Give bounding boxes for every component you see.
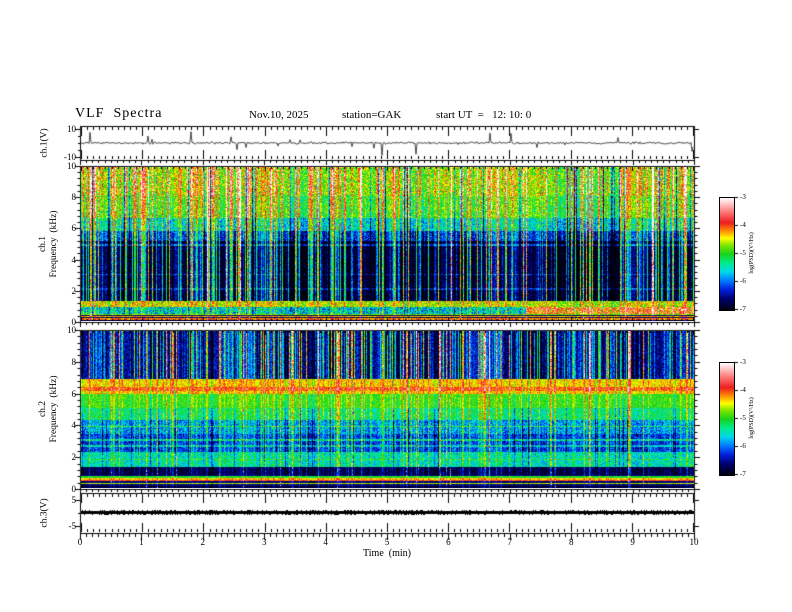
ch1-wave-ylabel: ch.1(V) (39, 128, 50, 158)
x-tick-label: 7 (507, 537, 513, 547)
ch1-spec-ylabel: ch.1 Frequency (kHz) (38, 210, 60, 277)
ch2-spec-ylabel: ch.2 Frequency (kHz) (38, 375, 60, 442)
ch3-waveform-canvas (81, 494, 694, 532)
ch2-spec-ylabel-axis: Frequency (kHz) (49, 375, 59, 443)
ch1-freq-tick-label: 4 (71, 255, 77, 265)
ch3-wave-ylabel: ch.3(V) (39, 498, 50, 528)
ch2-spectrogram-canvas (81, 331, 694, 488)
ch2-freq-tick-label: 2 (71, 452, 77, 462)
colorbar-ch2-tick-label: -3 (740, 358, 746, 366)
x-tick-label: 9 (630, 537, 635, 547)
ch2-freq-tick-label: 4 (71, 420, 77, 430)
ch2-spec-ylabel-channel: ch.2 (38, 400, 48, 418)
ch1-freq-tick-label: 10 (67, 161, 76, 171)
station-label: station=GAK (342, 109, 402, 121)
x-tick-label: 8 (568, 537, 574, 547)
start-ut-label: start UT = 12: 10: 0 (436, 109, 532, 121)
colorbar-ch1-tick-label: -4 (740, 221, 746, 229)
colorbar-ch1-tick-label: -7 (740, 305, 746, 313)
colorbar-ch1-tick-label: -6 (740, 277, 746, 285)
x-tick-label: 3 (261, 537, 267, 547)
ch1-spec-ylabel-channel: ch.1 (38, 235, 48, 253)
x-tick-label: 6 (446, 537, 451, 547)
ch1-volt-tick-label: 10 (67, 124, 76, 134)
colorbar-ch2-tick-label: -4 (740, 386, 746, 394)
x-tick-label: 10 (689, 537, 699, 547)
x-tick-label: 2 (200, 537, 206, 547)
ch3-volt-tick-label: 5 (71, 495, 77, 505)
ch1-waveform-canvas (81, 127, 694, 159)
colorbar-ch1-tick-label: -3 (740, 193, 746, 201)
plot-title: VLF Spectra (75, 106, 163, 121)
colorbar-ch1-tick-label: -5 (740, 249, 746, 257)
ch1-freq-tick-label: 6 (71, 223, 77, 233)
ch1-freq-tick-label: 8 (71, 192, 77, 202)
date-label: Nov.10, 2025 (249, 109, 309, 121)
colorbar-ch2-tick-label: -5 (740, 414, 746, 422)
colorbar-ch2-tick-label: -7 (740, 470, 746, 478)
x-tick-label: 5 (384, 537, 390, 547)
ch1-volt-tick-label: -10 (64, 152, 76, 162)
x-axis-label: Time (min) (363, 548, 411, 559)
colorbar-ch2 (719, 362, 735, 476)
ch2-freq-tick-label: 10 (67, 325, 76, 335)
ch3-volt-tick-label: -5 (68, 521, 77, 531)
ch2-freq-tick-label: 6 (71, 389, 77, 399)
ch2-freq-tick-label: 8 (71, 357, 77, 367)
ch1-spec-ylabel-axis: Frequency (kHz) (49, 210, 59, 278)
ch1-freq-tick-label: 2 (71, 286, 77, 296)
x-tick-label: 1 (139, 537, 144, 547)
x-tick-label: 0 (77, 537, 83, 547)
ch2-freq-tick-label: 0 (71, 484, 77, 494)
ch1-freq-tick-label: 0 (71, 317, 77, 327)
colorbar-ch2-tick-label: -6 (740, 442, 746, 450)
colorbar-ch1 (719, 197, 735, 311)
x-tick-label: 4 (323, 537, 328, 547)
ch1-spectrogram-canvas (81, 167, 694, 321)
